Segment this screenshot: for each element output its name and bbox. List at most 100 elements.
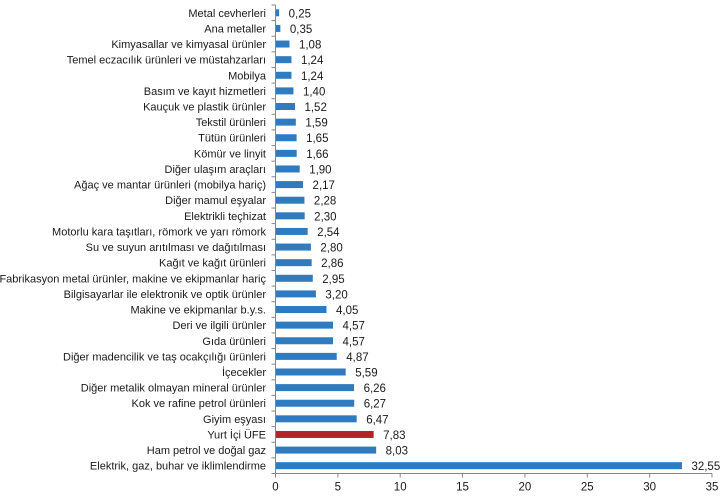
bar-mobilya: [276, 71, 292, 79]
category-label-diger-ulasim-araclari: Diğer ulaşım araçları: [165, 164, 266, 176]
category-label-komur-ve-linyit: Kömür ve linyit: [194, 148, 266, 160]
value-label-tekstil-urunleri: 1,59: [305, 118, 327, 130]
x-tick-label-15: 15: [456, 482, 469, 494]
category-label-tutun-urunleri: Tütün ürünleri: [198, 133, 266, 145]
bar-elektrikli-techizat: [276, 212, 305, 220]
value-label-bilgisayarlar-ile-elektronik-ve-optik-urunler: 3,20: [325, 289, 347, 301]
bar-giyim-esyasi: [276, 415, 357, 423]
value-label-diger-madencilik-ve-tas-ocakciligi-urunleri: 4,87: [346, 352, 368, 364]
value-label-diger-metalik-olmayan-mineral-urunler: 6,26: [364, 383, 386, 395]
bar-agac-ve-mantar-urunleri-mobilya-haric: [276, 181, 304, 189]
category-label-ham-petrol-ve-dogal-gaz: Ham petrol ve doğal gaz: [147, 445, 266, 457]
category-label-kaucuk-ve-plastik-urunler: Kauçuk ve plastik ürünler: [143, 102, 266, 114]
y-axis-ticks: [271, 4, 276, 474]
value-label-giyim-esyasi: 6,47: [366, 414, 388, 426]
x-tick-label-0: 0: [272, 482, 278, 494]
bar-iicecekler: [276, 368, 346, 376]
value-label-deri-ve-ilgili-urunler: 4,57: [342, 321, 364, 333]
category-label-kagit-ve-kagit-urunleri: Kağıt ve kağıt ürünleri: [159, 258, 266, 270]
value-label-makine-ve-ekipmanlar-b-y-s: 4,05: [336, 305, 358, 317]
value-label-motorlu-kara-tasitlari-romork-ve-yari-romork: 2,54: [317, 227, 340, 239]
value-label-basim-ve-kayit-hizmetleri: 1,40: [303, 86, 325, 98]
value-label-diger-ulasim-araclari: 1,90: [309, 164, 331, 176]
value-label-temel-eczacilik-urunleri-ve-mustahzarlari: 1,24: [301, 55, 324, 67]
bar-motorlu-kara-tasitlari-romork-ve-yari-romork: [276, 227, 308, 235]
category-label-kimyasallar-ve-kimyasal-urunler: Kimyasallar ve kimyasal ürünler: [111, 39, 266, 51]
value-label-agac-ve-mantar-urunleri-mobilya-haric: 2,17: [313, 180, 335, 192]
value-label-gida-urunleri: 4,57: [342, 336, 364, 348]
bar-metal-cevherleri: [276, 9, 280, 17]
value-label-ham-petrol-ve-dogal-gaz: 8,03: [386, 446, 408, 458]
category-label-yurt-iici-ufe: Yurt İçi ÜFE: [207, 428, 266, 441]
bar-deri-ve-ilgili-urunler: [276, 321, 333, 329]
bar-diger-mamul-esyalar: [276, 196, 305, 204]
value-label-metal-cevherleri: 0,25: [289, 8, 311, 20]
category-label-iicecekler: İçecekler: [222, 366, 266, 379]
bar-komur-ve-linyit: [276, 149, 297, 157]
category-label-basim-ve-kayit-hizmetleri: Basım ve kayıt hizmetleri: [144, 86, 266, 98]
value-label-yurt-iici-ufe: 7,83: [383, 430, 405, 442]
bar-kaucuk-ve-plastik-urunler: [276, 103, 295, 111]
category-label-mobilya: Mobilya: [228, 70, 267, 82]
bars-group: [276, 9, 682, 470]
value-label-kaucuk-ve-plastik-urunler: 1,52: [304, 102, 326, 114]
category-label-elektrik-gaz-buhar-ve-iklimlendirme: Elektrik, gaz, buhar ve iklimlendirme: [90, 461, 266, 473]
category-label-tekstil-urunleri: Tekstil ürünleri: [196, 117, 266, 129]
category-label-kok-ve-rafine-petrol-urunleri: Kok ve rafine petrol ürünleri: [131, 398, 266, 410]
category-label-makine-ve-ekipmanlar-b-y-s: Makine ve ekipmanlar b.y.s.: [130, 305, 266, 317]
value-label-tutun-urunleri: 1,65: [306, 133, 328, 145]
x-tick-label-10: 10: [394, 482, 407, 494]
category-label-deri-ve-ilgili-urunler: Deri ve ilgili ürünler: [172, 320, 266, 332]
bar-makine-ve-ekipmanlar-b-y-s: [276, 306, 327, 314]
category-label-motorlu-kara-tasitlari-romork-ve-yari-romork: Motorlu kara taşıtları, römork ve yarı r…: [52, 226, 266, 238]
value-label-kok-ve-rafine-petrol-urunleri: 6,27: [364, 399, 386, 411]
value-label-iicecekler: 5,59: [355, 367, 377, 379]
bar-kok-ve-rafine-petrol-urunleri: [276, 399, 355, 407]
bar-diger-ulasim-araclari: [276, 165, 300, 173]
category-label-agac-ve-mantar-urunleri-mobilya-haric: Ağaç ve mantar ürünleri (mobilya hariç): [74, 180, 266, 192]
bar-kagit-ve-kagit-urunleri: [276, 259, 312, 267]
x-tick-label-20: 20: [519, 482, 532, 494]
value-label-ana-metaller: 0,35: [290, 24, 312, 36]
category-label-temel-eczacilik-urunleri-ve-mustahzarlari: Temel eczacılık ürünleri ve müstahzarlar…: [67, 55, 266, 67]
x-axis-ticks: 0 5 10 15 20 25 30 35: [272, 473, 719, 494]
value-label-komur-ve-linyit: 1,66: [306, 149, 328, 161]
category-label-gida-urunleri: Gıda ürünleri: [202, 336, 266, 348]
category-label-ana-metaller: Ana metaller: [204, 23, 266, 35]
bar-tutun-urunleri: [276, 134, 297, 142]
bar-basim-ve-kayit-hizmetleri: [276, 87, 294, 95]
bar-fabrikasyon-metal-urunler-makine-ve-ekipmanlar-haric: [276, 274, 313, 282]
bar-tekstil-urunleri: [276, 118, 296, 126]
x-tick-label-30: 30: [643, 482, 656, 494]
bar-diger-metalik-olmayan-mineral-urunler: [276, 384, 355, 392]
category-label-diger-madencilik-ve-tas-ocakciligi-urunleri: Diğer madencilik ve taş ocakçılığı ürünl…: [63, 351, 266, 363]
category-label-diger-metalik-olmayan-mineral-urunler: Diğer metalik olmayan mineral ürünler: [81, 383, 267, 395]
value-label-mobilya: 1,24: [301, 71, 324, 83]
bar-ham-petrol-ve-dogal-gaz: [276, 446, 377, 454]
bar-bilgisayarlar-ile-elektronik-ve-optik-urunler: [276, 290, 316, 298]
value-labels: 0,25 0,35 1,08 1,24 1,24 1,40 1,52 1,59 1,65 1,66…: [289, 8, 721, 473]
bar-ana-metaller: [276, 24, 281, 32]
category-label-diger-mamul-esyalar: Diğer mamul eşyalar: [165, 195, 266, 207]
value-label-elektrik-gaz-buhar-ve-iklimlendirme: 32,55: [691, 461, 720, 473]
value-label-kimyasallar-ve-kimyasal-urunler: 1,08: [299, 40, 321, 52]
value-label-elektrikli-techizat: 2,30: [314, 211, 336, 223]
category-labels: Metal cevherleri Ana metaller Kimyasallar …: [0, 8, 267, 473]
x-tick-label-35: 35: [706, 482, 719, 494]
category-label-elektrikli-techizat: Elektrikli teçhizat: [184, 211, 266, 223]
value-label-kagit-ve-kagit-urunleri: 2,86: [321, 258, 343, 270]
bar-kimyasallar-ve-kimyasal-urunler: [276, 40, 290, 48]
bar-yurt-iici-ufe: [276, 430, 374, 438]
category-label-giyim-esyasi: Giyim eşyası: [203, 414, 266, 426]
value-label-su-ve-suyun-aritilmasi-ve-dagitilmasi: 2,80: [320, 243, 342, 255]
category-label-fabrikasyon-metal-urunler-makine-ve-ekipmanlar-haric: Fabrikasyon metal ürünler, makine ve eki…: [0, 273, 266, 285]
bar-diger-madencilik-ve-tas-ocakciligi-urunleri: [276, 352, 337, 360]
value-label-diger-mamul-esyalar: 2,28: [314, 196, 336, 208]
category-label-metal-cevherleri: Metal cevherleri: [188, 8, 266, 20]
bar-su-ve-suyun-aritilmasi-ve-dagitilmasi: [276, 243, 311, 251]
bar-temel-eczacilik-urunleri-ve-mustahzarlari: [276, 56, 292, 64]
bar-elektrik-gaz-buhar-ve-iklimlendirme: [276, 462, 682, 470]
value-label-fabrikasyon-metal-urunler-makine-ve-ekipmanlar-haric: 2,95: [322, 274, 344, 286]
x-tick-label-5: 5: [335, 482, 341, 494]
